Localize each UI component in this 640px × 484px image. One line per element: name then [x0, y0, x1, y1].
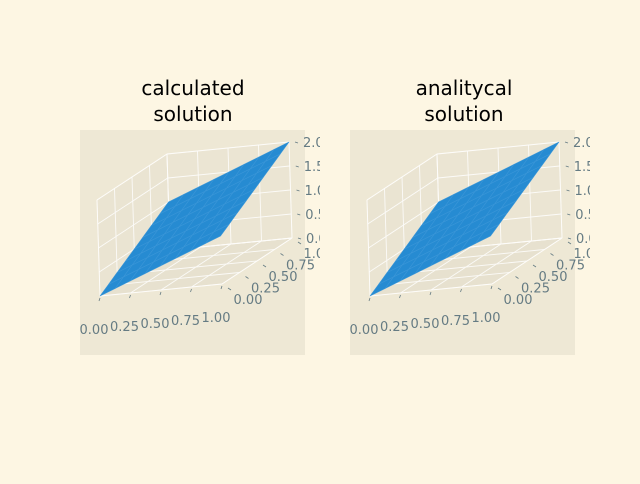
x-ticks: 0.00 0.25 0.50 0.75 1.00 [80, 285, 231, 338]
back-gridline [436, 141, 560, 155]
z-tick-label: 1.5 [574, 160, 590, 175]
surface-facet [535, 141, 560, 162]
surface-plot: 0.000.250.500.751.000.000.250.500.751.00… [80, 130, 332, 355]
x-tick-mark [190, 288, 192, 293]
z-tick-label: 2.0 [573, 136, 590, 151]
surface [369, 141, 560, 297]
x-tick-label: 0.00 [350, 323, 379, 338]
left-gridline [98, 201, 169, 249]
x-tick-mark [368, 297, 371, 302]
x-ticks: 0.00 0.25 0.50 0.75 1.00 [350, 285, 501, 338]
floor-gridline [491, 237, 563, 285]
x-tick-label: 1.00 [202, 311, 231, 326]
z-tick-mark [564, 141, 569, 144]
z-tick-mark [296, 189, 300, 192]
x-tick-mark [490, 285, 493, 290]
surface [99, 141, 290, 297]
floor-gridline [191, 240, 262, 288]
y-tick-mark [262, 264, 267, 268]
y-tick-mark [497, 287, 502, 291]
y-tick-label: 0.00 [504, 293, 533, 308]
y-tick-mark [532, 264, 537, 268]
z-tick-mark [567, 237, 572, 240]
y-tick-mark [227, 287, 232, 291]
surface-facet [265, 141, 290, 162]
y-tick-mark [280, 253, 284, 256]
floor-gridline [461, 240, 532, 288]
y-tick-label: 0.50 [269, 270, 298, 285]
y-tick-mark [567, 241, 572, 245]
x-tick-mark [429, 291, 432, 296]
chart-title: analitycal solution [415, 76, 513, 126]
subplot-calculated: calculated solution 0.00 0.25 0.50 0.75 1.00… [0, 0, 332, 480]
y-tick-mark [550, 253, 554, 256]
back-gridline [166, 141, 290, 155]
x-tick-mark [460, 288, 462, 293]
floor-gridline [221, 237, 293, 285]
x-tick-mark [399, 294, 401, 299]
y-tick-label: 0.25 [521, 282, 550, 297]
x-tick-mark [159, 291, 162, 296]
z-tick-label: 1.0 [575, 184, 591, 199]
x-tick-label: 1.00 [472, 311, 501, 326]
z-tick-label: 0.5 [575, 208, 590, 223]
x-tick-label: 0.75 [171, 314, 200, 329]
x-tick-label: 0.50 [411, 317, 440, 332]
z-tick-label: 1.5 [304, 160, 320, 175]
x-tick-label: 0.00 [80, 323, 109, 338]
x-tick-mark [129, 294, 131, 299]
x-tick-mark [98, 297, 101, 302]
x-tick-label: 0.75 [441, 314, 470, 329]
z-tick-mark [566, 189, 570, 192]
y-tick-label: 0.75 [286, 259, 315, 274]
z-tick-label: 2.0 [303, 136, 320, 151]
z-tick-mark [567, 213, 571, 216]
y-ticks: 0.000.250.500.751.00 [227, 241, 332, 308]
y-tick-mark [297, 241, 302, 245]
floor-gridline [404, 260, 528, 274]
z-tick-mark [297, 237, 302, 240]
left-gridline [96, 153, 168, 201]
surface-plot: 0.000.250.500.751.000.000.250.500.751.00… [350, 130, 602, 355]
z-tick-mark [295, 165, 299, 168]
left-gridline [368, 201, 439, 249]
left-gridline [367, 177, 438, 225]
x-tick-label: 0.50 [141, 317, 170, 332]
subplot-analytical: analitycal solution 0.00 0.25 0.50 0.75 1.00… [270, 0, 602, 480]
chart-title: calculated solution [141, 76, 245, 126]
z-tick-label: 0.0 [576, 232, 590, 247]
y-tick-label: 1.00 [574, 247, 590, 262]
x-tick-label: 0.25 [380, 320, 409, 335]
y-tick-label: 0.50 [539, 270, 568, 285]
y-tick-label: 0.00 [234, 293, 263, 308]
floor-gridline [134, 260, 258, 274]
y-tick-mark [515, 276, 519, 279]
left-gridline [366, 153, 438, 201]
x-tick-mark [220, 285, 223, 290]
x-tick-label: 0.25 [110, 320, 139, 335]
z-tick-mark [294, 141, 299, 144]
left-gridline [97, 177, 168, 225]
z-tick-mark [565, 165, 569, 168]
z-tick-mark [297, 213, 301, 216]
y-tick-mark [245, 276, 249, 279]
y-tick-label: 0.25 [251, 282, 280, 297]
y-tick-label: 0.75 [556, 259, 585, 274]
